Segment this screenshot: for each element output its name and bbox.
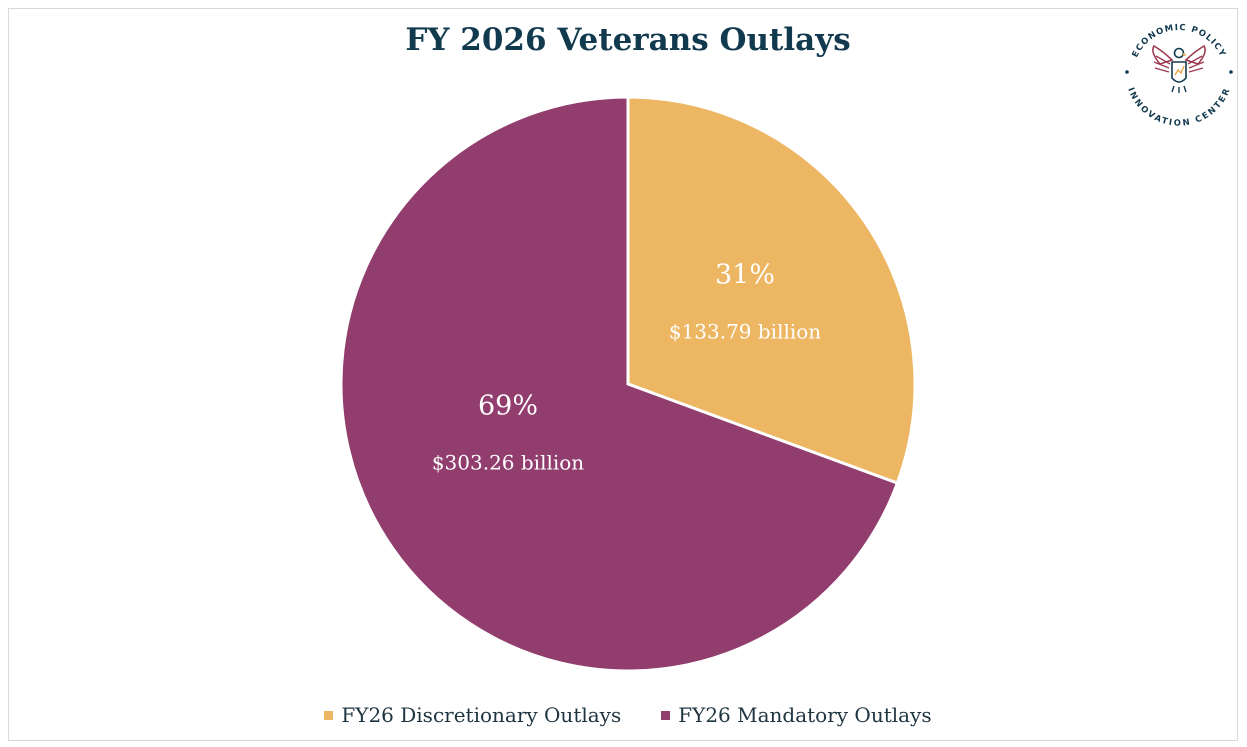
pie-slice-discretionary bbox=[626, 95, 917, 486]
legend: FY26 Discretionary Outlays FY26 Mandator… bbox=[0, 703, 1247, 727]
legend-label-mandatory: FY26 Mandatory Outlays bbox=[678, 703, 932, 727]
eagle-seal-icon bbox=[1152, 44, 1206, 93]
legend-item-mandatory: FY26 Mandatory Outlays bbox=[661, 703, 932, 727]
epic-logo: ECONOMIC POLICY INNOVATION CENTER bbox=[1123, 16, 1235, 129]
data-label-value-mandatory: $303.26 billion bbox=[432, 451, 584, 475]
chart-title: FY 2026 Veterans Outlays bbox=[405, 22, 851, 58]
pie-slice-mandatory bbox=[339, 95, 900, 673]
legend-item-discretionary: FY26 Discretionary Outlays bbox=[324, 703, 621, 727]
legend-swatch-discretionary bbox=[324, 710, 334, 720]
pie-chart: 31% $133.79 billion 69% $303.26 billion bbox=[339, 95, 917, 673]
legend-label-discretionary: FY26 Discretionary Outlays bbox=[341, 703, 622, 727]
data-label-percent-discretionary: 31% bbox=[715, 260, 775, 291]
legend-swatch-mandatory bbox=[661, 710, 671, 720]
data-label-percent-mandatory: 69% bbox=[478, 391, 538, 422]
data-label-value-discretionary: $133.79 billion bbox=[669, 320, 821, 344]
